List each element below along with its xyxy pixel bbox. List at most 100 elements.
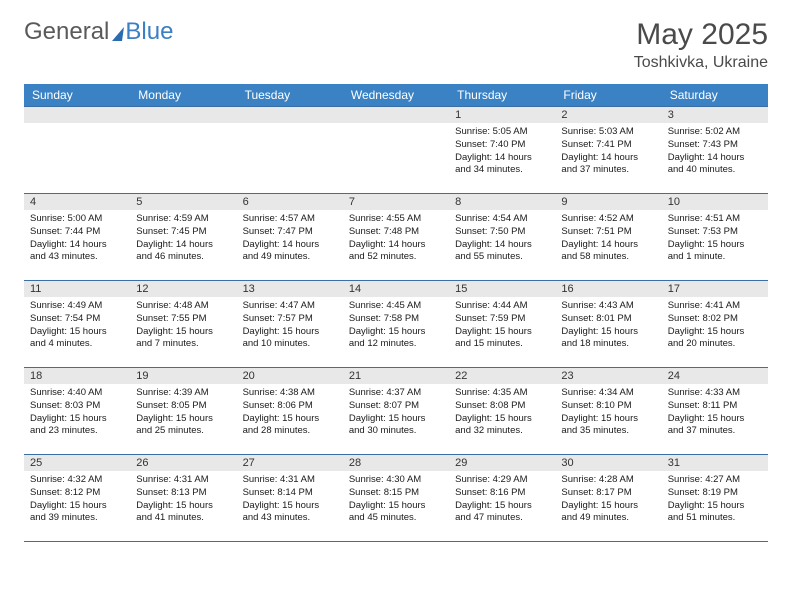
day-cell-body: Sunrise: 5:02 AMSunset: 7:43 PMDaylight:… [662,123,768,181]
day-cell: 5Sunrise: 4:59 AMSunset: 7:45 PMDaylight… [130,194,236,280]
day-cell-body: Sunrise: 4:33 AMSunset: 8:11 PMDaylight:… [662,384,768,442]
daylight-text: Daylight: 15 hours and 35 minutes. [561,413,655,439]
header: General Blue May 2025 Toshkivka, Ukraine [24,18,768,72]
month-title: May 2025 [634,18,768,52]
day-number: 8 [449,196,461,208]
sunset-text: Sunset: 7:44 PM [30,226,124,239]
sunrise-text: Sunrise: 4:29 AM [455,474,549,487]
sunrise-text: Sunrise: 4:41 AM [668,300,762,313]
day-cell: 13Sunrise: 4:47 AMSunset: 7:57 PMDayligh… [237,281,343,367]
day-number: 22 [449,370,467,382]
day-number: 19 [130,370,148,382]
day-cell: 7 Sunrise: 4:55 AMSunset: 7:48 PMDaylight… [343,194,449,280]
day-number-row: 17 [662,281,768,297]
day-cell-body: Sunrise: 4:51 AMSunset: 7:53 PMDaylight:… [662,210,768,268]
day-number-row: 16 [555,281,661,297]
day-number-row: 29 [449,455,555,471]
day-cell-body: Sunrise: 4:30 AMSunset: 8:15 PMDaylight:… [343,471,449,529]
day-cell: 29Sunrise: 4:29 AMSunset: 8:16 PMDayligh… [449,455,555,541]
sunrise-text: Sunrise: 4:38 AM [243,387,337,400]
day-cell: 12Sunrise: 4:48 AMSunset: 7:55 PMDayligh… [130,281,236,367]
day-number-row: 27 [237,455,343,471]
daylight-text: Daylight: 15 hours and 7 minutes. [136,326,230,352]
day-cell-body: Sunrise: 5:00 AMSunset: 7:44 PMDaylight:… [24,210,130,268]
day-cell: 14Sunrise: 4:45 AMSunset: 7:58 PMDayligh… [343,281,449,367]
sunset-text: Sunset: 7:53 PM [668,226,762,239]
day-number: 23 [555,370,573,382]
week-row: 11Sunrise: 4:49 AMSunset: 7:54 PMDayligh… [24,280,768,367]
day-cell: 18Sunrise: 4:40 AMSunset: 8:03 PMDayligh… [24,368,130,454]
sunset-text: Sunset: 7:55 PM [136,313,230,326]
sunrise-text: Sunrise: 4:57 AM [243,213,337,226]
sunrise-text: Sunrise: 4:27 AM [668,474,762,487]
day-cell-body: Sunrise: 4:28 AMSunset: 8:17 PMDaylight:… [555,471,661,529]
day-cell-body: Sunrise: 4:35 AMSunset: 8:08 PMDaylight:… [449,384,555,442]
day-cell: 24Sunrise: 4:33 AMSunset: 8:11 PMDayligh… [662,368,768,454]
sunset-text: Sunset: 8:15 PM [349,487,443,500]
sunrise-text: Sunrise: 4:31 AM [243,474,337,487]
week-row: 25Sunrise: 4:32 AMSunset: 8:12 PMDayligh… [24,454,768,542]
day-number: 26 [130,457,148,469]
day-cell: 11Sunrise: 4:49 AMSunset: 7:54 PMDayligh… [24,281,130,367]
week-row: 4Sunrise: 5:00 AMSunset: 7:44 PMDaylight… [24,193,768,280]
sunrise-text: Sunrise: 4:30 AM [349,474,443,487]
day-cell-body: Sunrise: 4:59 AMSunset: 7:45 PMDaylight:… [130,210,236,268]
day-cell: 9Sunrise: 4:52 AMSunset: 7:51 PMDaylight… [555,194,661,280]
day-header: Tuesday [237,84,343,106]
day-number-row [343,107,449,123]
daylight-text: Daylight: 14 hours and 49 minutes. [243,239,337,265]
sunrise-text: Sunrise: 4:28 AM [561,474,655,487]
sunset-text: Sunset: 8:03 PM [30,400,124,413]
daylight-text: Daylight: 15 hours and 41 minutes. [136,500,230,526]
day-cell: 15Sunrise: 4:44 AMSunset: 7:59 PMDayligh… [449,281,555,367]
sunset-text: Sunset: 7:47 PM [243,226,337,239]
day-number: 14 [343,283,361,295]
day-cell-body: Sunrise: 4:37 AMSunset: 8:07 PMDaylight:… [343,384,449,442]
day-number: 2 [555,109,567,121]
sunrise-text: Sunrise: 4:51 AM [668,213,762,226]
day-number: 18 [24,370,42,382]
day-cell: 31Sunrise: 4:27 AMSunset: 8:19 PMDayligh… [662,455,768,541]
location: Toshkivka, Ukraine [634,54,768,72]
day-cell-body: Sunrise: 4:32 AMSunset: 8:12 PMDaylight:… [24,471,130,529]
day-number-row: 10 [662,194,768,210]
daylight-text: Daylight: 15 hours and 15 minutes. [455,326,549,352]
day-cell: 1Sunrise: 5:05 AMSunset: 7:40 PMDaylight… [449,107,555,193]
day-cell-body: Sunrise: 4:38 AMSunset: 8:06 PMDaylight:… [237,384,343,442]
sunrise-text: Sunrise: 4:44 AM [455,300,549,313]
day-cell: 19Sunrise: 4:39 AMSunset: 8:05 PMDayligh… [130,368,236,454]
sunrise-text: Sunrise: 4:47 AM [243,300,337,313]
day-cell-body: Sunrise: 4:29 AMSunset: 8:16 PMDaylight:… [449,471,555,529]
day-cell-body: Sunrise: 4:55 AMSunset: 7:48 PMDaylight:… [343,210,449,268]
day-cell: 8Sunrise: 4:54 AMSunset: 7:50 PMDaylight… [449,194,555,280]
day-number-row [130,107,236,123]
sunset-text: Sunset: 7:51 PM [561,226,655,239]
daylight-text: Daylight: 15 hours and 10 minutes. [243,326,337,352]
day-cell: 17Sunrise: 4:41 AMSunset: 8:02 PMDayligh… [662,281,768,367]
day-cell-body: Sunrise: 4:34 AMSunset: 8:10 PMDaylight:… [555,384,661,442]
daylight-text: Daylight: 15 hours and 1 minute. [668,239,762,265]
daylight-text: Daylight: 15 hours and 18 minutes. [561,326,655,352]
week-row: 1Sunrise: 5:05 AMSunset: 7:40 PMDaylight… [24,106,768,193]
day-number-row [24,107,130,123]
day-number: 7 [343,196,355,208]
day-number: 30 [555,457,573,469]
day-number-row: 15 [449,281,555,297]
day-cell: 20Sunrise: 4:38 AMSunset: 8:06 PMDayligh… [237,368,343,454]
daylight-text: Daylight: 14 hours and 34 minutes. [455,152,549,178]
day-cell-body: Sunrise: 4:31 AMSunset: 8:14 PMDaylight:… [237,471,343,529]
sunset-text: Sunset: 7:41 PM [561,139,655,152]
daylight-text: Daylight: 15 hours and 32 minutes. [455,413,549,439]
sunset-text: Sunset: 8:12 PM [30,487,124,500]
weeks-container: 1Sunrise: 5:05 AMSunset: 7:40 PMDaylight… [24,106,768,542]
day-cell-body [343,123,449,130]
day-cell: 27Sunrise: 4:31 AMSunset: 8:14 PMDayligh… [237,455,343,541]
day-header: Friday [555,84,661,106]
day-number-row: 18 [24,368,130,384]
day-cell-body: Sunrise: 4:27 AMSunset: 8:19 PMDaylight:… [662,471,768,529]
sunset-text: Sunset: 8:07 PM [349,400,443,413]
day-number-row: 30 [555,455,661,471]
daylight-text: Daylight: 14 hours and 46 minutes. [136,239,230,265]
daylight-text: Daylight: 15 hours and 30 minutes. [349,413,443,439]
sunset-text: Sunset: 8:08 PM [455,400,549,413]
